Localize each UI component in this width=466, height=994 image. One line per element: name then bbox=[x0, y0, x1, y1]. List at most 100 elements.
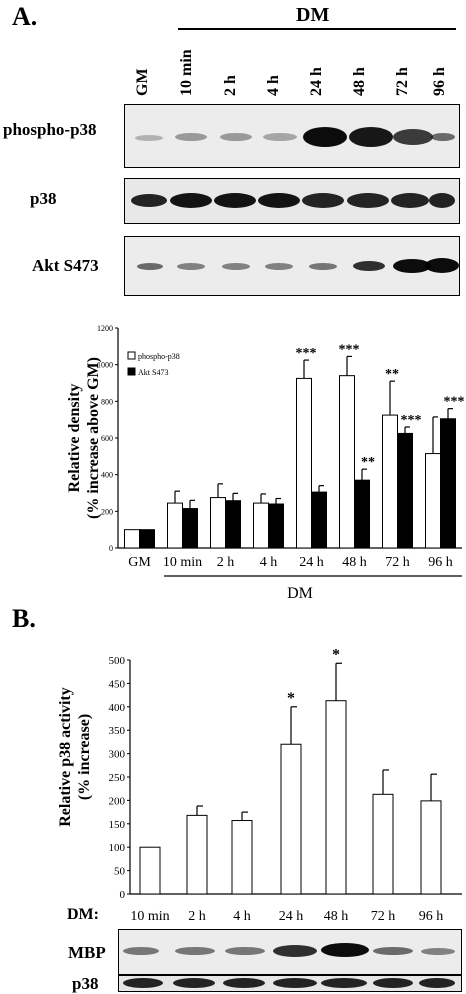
y-tick-label: 600 bbox=[101, 434, 113, 443]
bar-p38-activity bbox=[280, 743, 302, 895]
band bbox=[303, 127, 347, 147]
row-label-p38-a: p38 bbox=[30, 189, 57, 208]
legend-label-phospho-p38: phospho-p38 bbox=[138, 352, 180, 361]
bar-akt-s473 bbox=[139, 529, 155, 549]
band bbox=[425, 258, 459, 273]
significance-mark: *** bbox=[296, 346, 317, 361]
band bbox=[431, 133, 455, 141]
y-axis-label-line2: (% increase above GM) bbox=[85, 357, 102, 519]
legend-swatch-phospho-p38 bbox=[127, 351, 136, 360]
band bbox=[223, 978, 265, 988]
band bbox=[173, 978, 215, 988]
panel-b-letter: B. bbox=[12, 604, 36, 633]
band bbox=[349, 127, 393, 147]
bar-p38-activity bbox=[420, 800, 442, 895]
row-label-akt-s473: Akt S473 bbox=[32, 256, 99, 275]
band bbox=[321, 978, 367, 988]
band bbox=[321, 943, 369, 957]
x-tick-label: 4 h bbox=[260, 555, 278, 570]
y-tick-label: 400 bbox=[101, 471, 113, 480]
x-tick-label: 24 h bbox=[299, 555, 324, 570]
x-axis-label: DM bbox=[287, 585, 313, 602]
y-tick-label: 250 bbox=[109, 772, 126, 784]
x-tick-label: 48 h bbox=[324, 909, 349, 924]
band bbox=[273, 945, 317, 957]
blot-p38-b bbox=[118, 975, 462, 992]
legend-swatch-akt-s473 bbox=[127, 367, 136, 376]
significance-mark: * bbox=[332, 646, 340, 663]
band bbox=[175, 947, 215, 955]
dm-prefix-b: DM: bbox=[67, 906, 99, 923]
x-tick-label: 10 min bbox=[163, 555, 202, 570]
band bbox=[170, 193, 212, 208]
bar-p38-activity bbox=[372, 793, 394, 895]
dm-bracket-line-a bbox=[178, 28, 456, 30]
band bbox=[135, 135, 163, 141]
x-tick-label: 10 min bbox=[130, 909, 169, 924]
y-tick-label: 800 bbox=[101, 397, 113, 406]
x-tick-label: 48 h bbox=[342, 555, 367, 570]
band bbox=[373, 978, 413, 988]
y-tick-label: 450 bbox=[109, 678, 126, 690]
y-tick-label: 1200 bbox=[97, 324, 113, 333]
band bbox=[265, 263, 293, 270]
y-tick-label: 100 bbox=[109, 842, 126, 854]
band bbox=[429, 193, 455, 208]
blot-mbp bbox=[118, 929, 462, 975]
band bbox=[123, 947, 159, 955]
y-tick-label: 300 bbox=[109, 749, 126, 761]
band bbox=[137, 263, 163, 270]
blot-p38-a bbox=[124, 178, 460, 224]
y-axis-label-line2: (% increase) bbox=[76, 714, 93, 800]
dm-header-a: DM bbox=[296, 4, 330, 26]
significance-mark: * bbox=[287, 690, 295, 707]
band bbox=[222, 263, 250, 270]
band bbox=[302, 193, 344, 208]
band bbox=[225, 947, 265, 955]
y-tick-label: 400 bbox=[109, 702, 126, 714]
y-tick-label: 0 bbox=[120, 889, 126, 901]
row-label-phospho-p38: phospho-p38 bbox=[3, 120, 97, 139]
significance-mark: *** bbox=[401, 413, 422, 428]
y-tick-label: 500 bbox=[109, 655, 126, 667]
x-tick-label: 4 h bbox=[233, 909, 251, 924]
band bbox=[393, 129, 433, 145]
y-axis-label-line1: Relative p38 activity bbox=[57, 687, 74, 827]
band bbox=[175, 133, 207, 141]
significance-mark: *** bbox=[339, 342, 360, 357]
x-tick-label: 2 h bbox=[217, 555, 235, 570]
band bbox=[258, 193, 300, 208]
band bbox=[353, 261, 385, 271]
y-tick-label: 350 bbox=[109, 725, 126, 737]
y-tick-label: 200 bbox=[109, 795, 126, 807]
bar-p38-activity bbox=[186, 814, 208, 895]
y-tick-label: 1000 bbox=[97, 361, 113, 370]
band bbox=[347, 193, 389, 208]
band bbox=[391, 193, 429, 208]
significance-mark: *** bbox=[444, 395, 465, 410]
x-tick-label: 24 h bbox=[279, 909, 304, 924]
band bbox=[131, 194, 167, 207]
band bbox=[273, 978, 317, 988]
blot-akt-s473 bbox=[124, 236, 460, 296]
band bbox=[263, 133, 297, 141]
x-tick-label: 72 h bbox=[385, 555, 410, 570]
band bbox=[309, 263, 337, 270]
x-tick-label: GM bbox=[128, 555, 151, 570]
y-tick-label: 0 bbox=[109, 544, 113, 553]
band bbox=[393, 259, 431, 273]
panel-a-letter: A. bbox=[12, 2, 38, 31]
significance-mark: ** bbox=[385, 367, 399, 382]
row-label-p38-b: p38 bbox=[72, 974, 99, 993]
band bbox=[419, 978, 455, 988]
x-tick-label: 2 h bbox=[188, 909, 206, 924]
y-tick-label: 150 bbox=[109, 819, 126, 831]
x-tick-label: 96 h bbox=[419, 909, 444, 924]
bar-p38-activity bbox=[231, 820, 253, 895]
band bbox=[214, 193, 256, 208]
row-label-mbp: MBP bbox=[68, 943, 106, 962]
band bbox=[421, 948, 455, 955]
x-tick-label: 72 h bbox=[371, 909, 396, 924]
